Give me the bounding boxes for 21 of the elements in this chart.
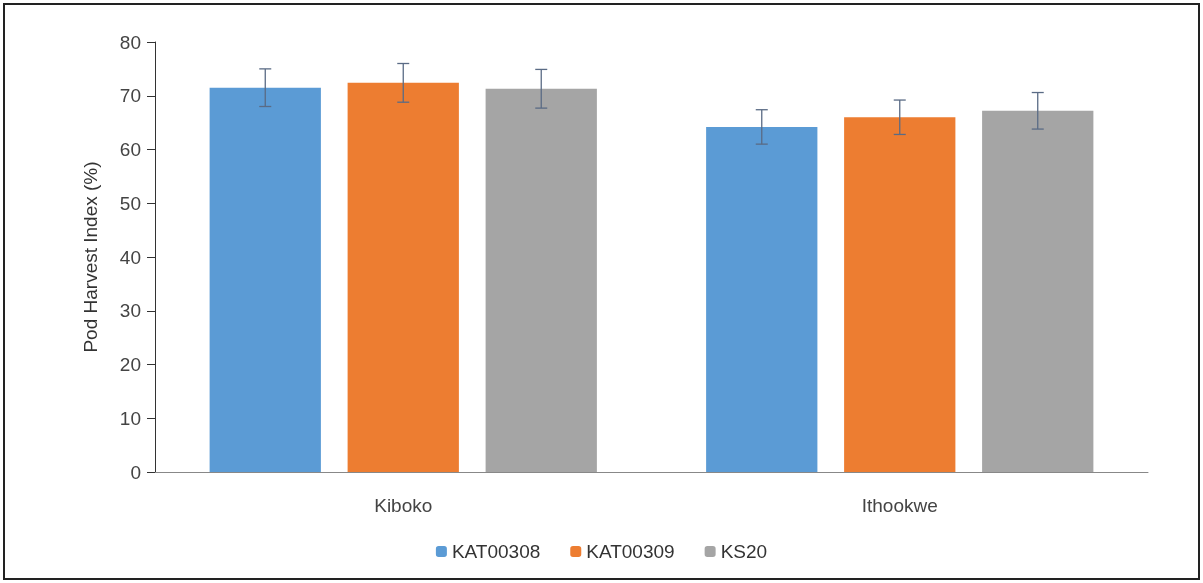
y-tick-label: 40 (119, 246, 141, 268)
x-tick-label: Kiboko (374, 495, 433, 516)
legend-label: KS20 (720, 541, 768, 562)
bar (706, 126, 818, 472)
y-tick-label: 50 (119, 192, 141, 214)
bar (347, 82, 459, 472)
legend-label: KAT00309 (586, 541, 675, 562)
y-axis-title: Pod Harvest Index (%) (80, 161, 101, 353)
bar (982, 110, 1094, 472)
y-tick-label: 70 (119, 85, 141, 107)
legend-label: KAT00308 (451, 541, 541, 562)
y-tick-label: 60 (119, 139, 141, 160)
bar (209, 87, 321, 472)
y-tick-label: 30 (119, 300, 141, 322)
y-tick-label: 0 (130, 461, 141, 483)
y-tick-label: 20 (119, 354, 141, 375)
bar (844, 117, 956, 472)
y-tick-label: 80 (119, 31, 141, 53)
bar (485, 88, 597, 472)
x-tick-label: Ithookwe (861, 495, 938, 516)
y-tick-label: 10 (119, 407, 141, 429)
